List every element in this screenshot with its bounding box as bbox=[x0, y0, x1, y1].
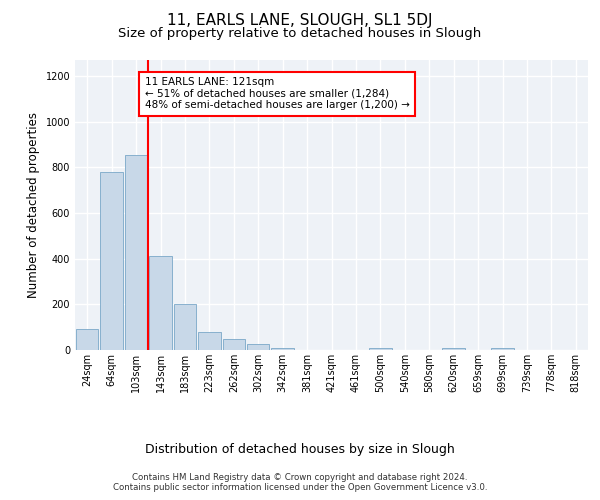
Bar bbox=[149, 256, 172, 350]
Text: 11 EARLS LANE: 121sqm
← 51% of detached houses are smaller (1,284)
48% of semi-d: 11 EARLS LANE: 121sqm ← 51% of detached … bbox=[145, 77, 409, 110]
Bar bbox=[173, 304, 196, 350]
Bar bbox=[491, 348, 514, 350]
Bar bbox=[100, 172, 123, 350]
Text: Distribution of detached houses by size in Slough: Distribution of detached houses by size … bbox=[145, 442, 455, 456]
Bar bbox=[198, 332, 221, 350]
Bar bbox=[442, 348, 465, 350]
Bar bbox=[76, 330, 98, 350]
Y-axis label: Number of detached properties: Number of detached properties bbox=[27, 112, 40, 298]
Bar bbox=[369, 348, 392, 350]
Bar bbox=[271, 348, 294, 350]
Text: Size of property relative to detached houses in Slough: Size of property relative to detached ho… bbox=[118, 28, 482, 40]
Bar bbox=[125, 155, 148, 350]
Bar bbox=[247, 344, 269, 350]
Bar bbox=[223, 338, 245, 350]
Text: 11, EARLS LANE, SLOUGH, SL1 5DJ: 11, EARLS LANE, SLOUGH, SL1 5DJ bbox=[167, 12, 433, 28]
Text: Contains HM Land Registry data © Crown copyright and database right 2024.
Contai: Contains HM Land Registry data © Crown c… bbox=[113, 472, 487, 492]
